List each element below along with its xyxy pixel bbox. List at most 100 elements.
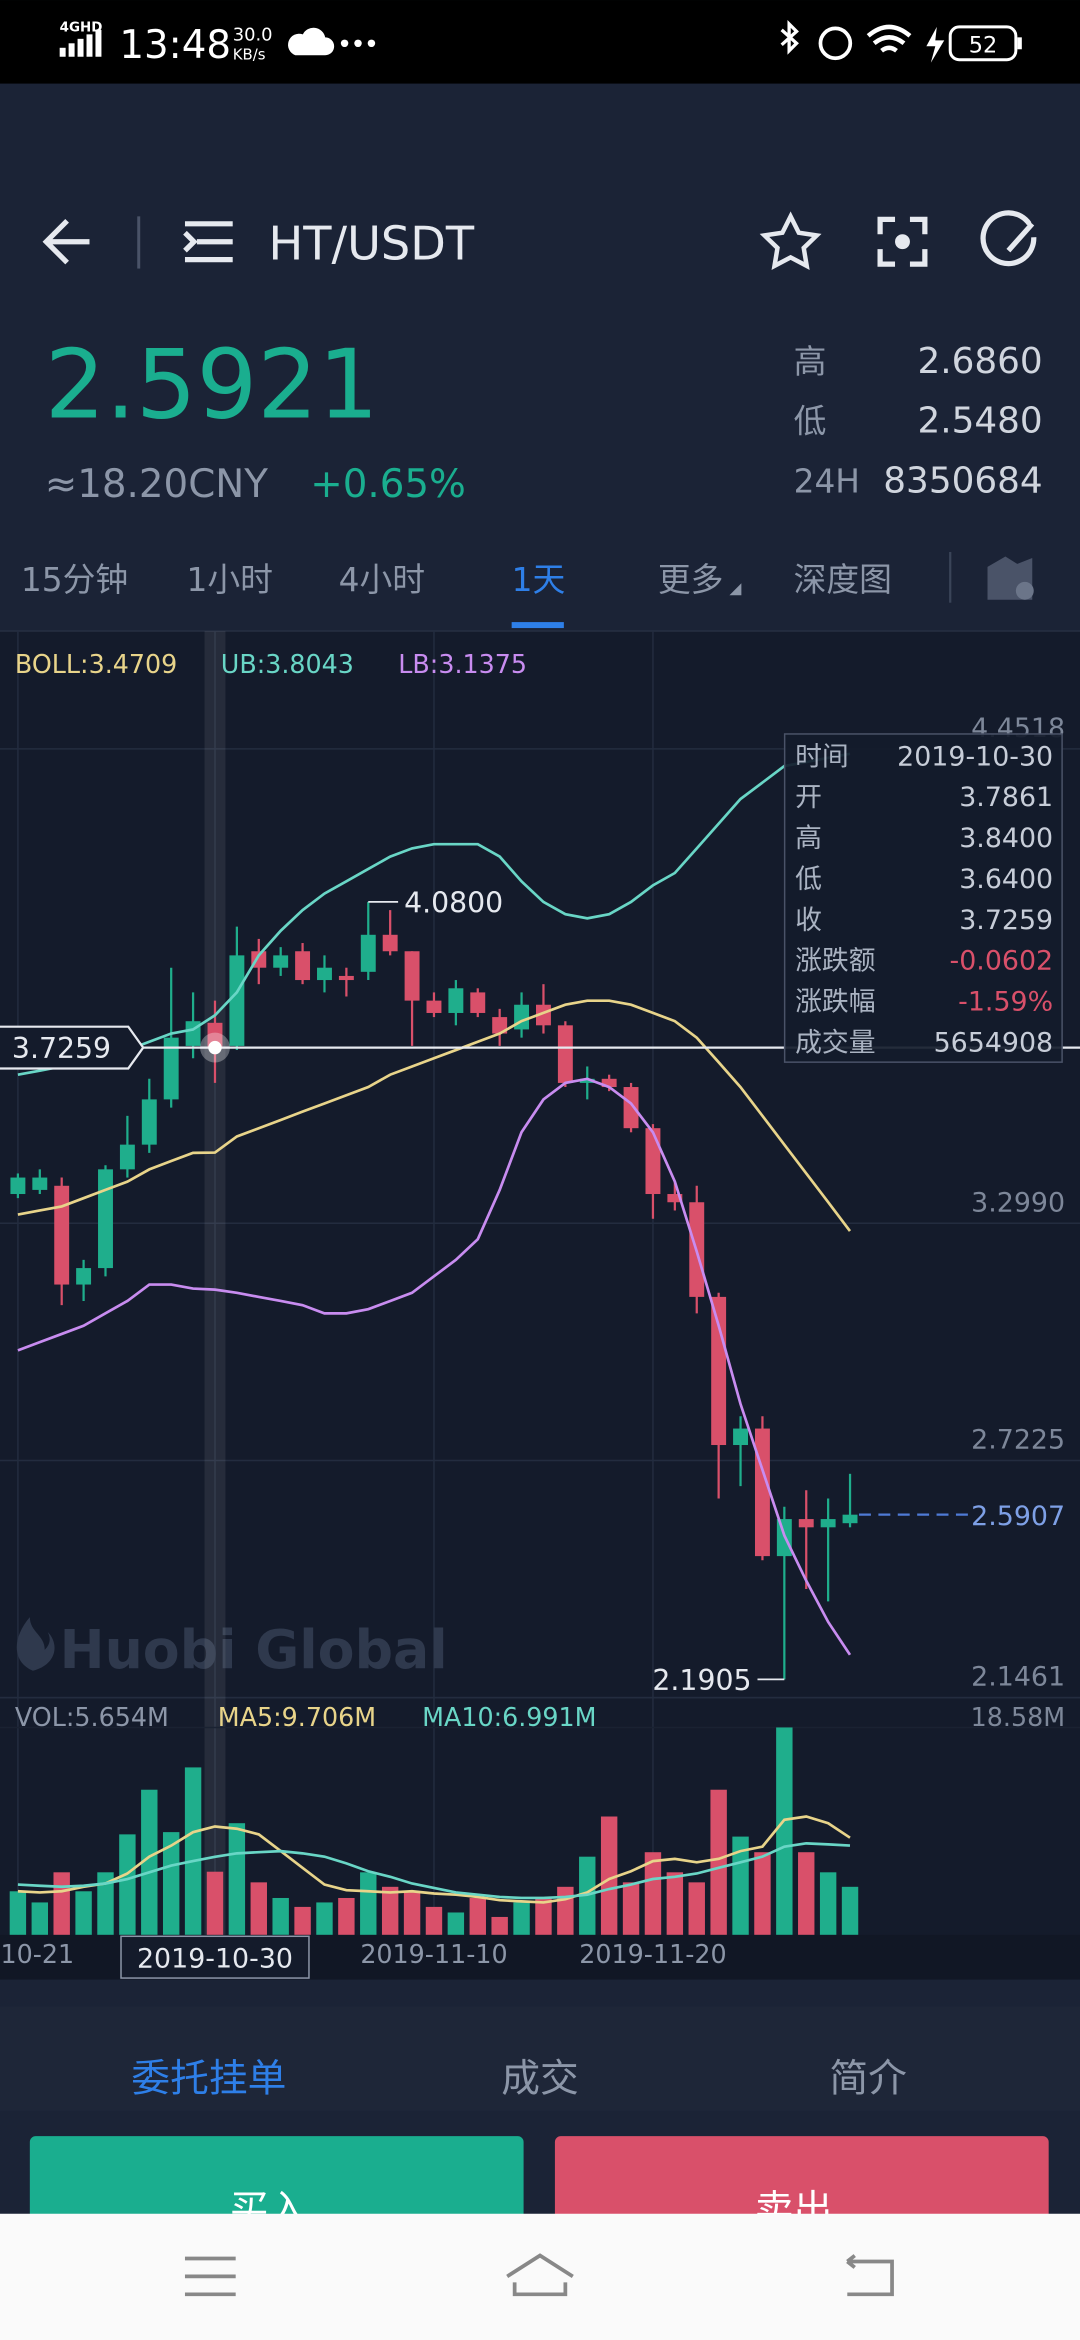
volume-bar <box>644 1852 662 1935</box>
candle-body <box>601 1078 617 1088</box>
settings-gear <box>1015 581 1034 600</box>
tooltip-key: 时间 <box>795 741 849 772</box>
candle-body <box>360 934 376 972</box>
stat-value: 8350684 <box>883 460 1042 501</box>
interval-tab[interactable]: 1小时 <box>186 561 272 599</box>
menu-button[interactable] <box>183 221 233 263</box>
candle-body <box>470 992 486 1013</box>
back-button[interactable] <box>42 218 90 265</box>
volume-bar <box>425 1906 443 1935</box>
tooltip-value: 3.7861 <box>959 782 1053 813</box>
tooltip <box>783 733 1063 1063</box>
volume-bar <box>819 1872 837 1935</box>
candle-body <box>514 1004 530 1030</box>
tooltip-value: -0.0602 <box>950 946 1054 977</box>
candle-body <box>448 988 464 1013</box>
battery-tip <box>1017 37 1022 50</box>
cloud-icon <box>288 27 335 56</box>
candle-body <box>820 1519 836 1528</box>
y-tick-label: 2.1461 <box>971 1662 1065 1693</box>
candle-body <box>711 1296 727 1446</box>
fullscreen-dot <box>895 234 910 250</box>
volume-bar <box>600 1816 618 1935</box>
bottom-tab[interactable]: 成交 <box>501 2056 579 2101</box>
volume-bar <box>776 1727 793 1935</box>
candle-body <box>623 1087 639 1129</box>
volume-bar <box>381 1886 399 1935</box>
candle-body <box>536 1004 551 1026</box>
legend-label: LB:3.1375 <box>398 649 527 679</box>
last-price-label: 2.5907 <box>971 1501 1065 1532</box>
volume-ma-line <box>17 1842 851 1900</box>
tooltip-value: 3.8400 <box>959 823 1053 854</box>
tooltip-key: 涨跌额 <box>795 946 876 977</box>
watermark: Huobi Global <box>60 1618 448 1681</box>
candle-body <box>382 934 398 952</box>
candle-body <box>273 955 289 968</box>
crosshair-price: 3.7259 <box>12 1032 111 1065</box>
watermark-logo <box>16 1617 55 1671</box>
x-tick-label: 2019-11-20 <box>579 1939 726 1969</box>
boll-line <box>17 752 851 1077</box>
candle-body <box>754 1428 770 1557</box>
network: 4GHD <box>60 20 103 35</box>
tooltip-key: 涨跌幅 <box>795 987 876 1018</box>
volume-bar <box>9 1891 27 1935</box>
volume-ma-line <box>17 1815 851 1904</box>
candle-body <box>317 967 332 981</box>
cny-price: ≈18.20CNY <box>45 462 269 507</box>
tooltip-key: 高 <box>795 823 822 854</box>
bottom-tab-active[interactable]: 委托挂单 <box>131 2056 286 2101</box>
candle-body <box>404 951 420 1001</box>
refresh-button[interactable] <box>980 210 1037 267</box>
volume-bar <box>162 1832 180 1935</box>
crosshair-band <box>204 631 226 1935</box>
volume-bar <box>75 1891 92 1935</box>
max-label: 4.0800 <box>404 886 503 919</box>
tooltip-value: -1.59% <box>958 987 1053 1018</box>
nav-home[interactable] <box>506 2253 574 2297</box>
candle-body <box>163 1037 179 1100</box>
candle-body <box>98 1169 113 1269</box>
volume-bar <box>119 1834 136 1935</box>
volume-bar <box>841 1886 859 1935</box>
volume-bar <box>557 1886 574 1935</box>
depth-tab[interactable]: 深度图 <box>794 561 892 599</box>
volume-bar <box>622 1882 640 1935</box>
interval-tab-active[interactable]: 1天 <box>512 561 566 599</box>
bottom-tab[interactable]: 简介 <box>829 2056 907 2101</box>
tab-underline <box>511 622 564 629</box>
interval-tab[interactable]: 4小时 <box>339 561 425 599</box>
volume-bar <box>294 1906 311 1935</box>
candle-body <box>295 951 311 981</box>
interval-tab[interactable]: 15分钟 <box>21 561 128 599</box>
boll-line <box>17 999 852 1232</box>
vol-tick-label: 18.58M <box>971 1702 1065 1732</box>
volume-bar <box>97 1872 114 1935</box>
favorite-button[interactable] <box>759 211 822 270</box>
tooltip-value: 3.6400 <box>959 864 1053 895</box>
nav-menu[interactable] <box>184 2256 236 2297</box>
signal-icon <box>59 29 102 57</box>
volume-bar <box>228 1823 246 1935</box>
volume-legend: VOL:5.654M <box>15 1702 169 1732</box>
nav-back[interactable] <box>846 2254 894 2297</box>
volume-bar <box>338 1897 355 1935</box>
volume-bar <box>469 1897 486 1935</box>
bluetooth-icon <box>780 19 799 55</box>
interval-tab[interactable]: 更多 <box>658 561 724 599</box>
candle-body <box>54 1185 70 1285</box>
volume-bar <box>206 1871 224 1935</box>
volume-bar <box>403 1891 421 1935</box>
last-price: 2.5921 <box>45 329 379 441</box>
fullscreen-button[interactable] <box>877 216 928 267</box>
stat-key: 低 <box>794 403 827 441</box>
candle-body <box>338 975 354 981</box>
legend-label: BOLL:3.4709 <box>15 649 177 679</box>
tooltip-value: 5654908 <box>934 1027 1054 1058</box>
candle-body <box>579 1078 595 1083</box>
candle-body <box>119 1144 135 1170</box>
